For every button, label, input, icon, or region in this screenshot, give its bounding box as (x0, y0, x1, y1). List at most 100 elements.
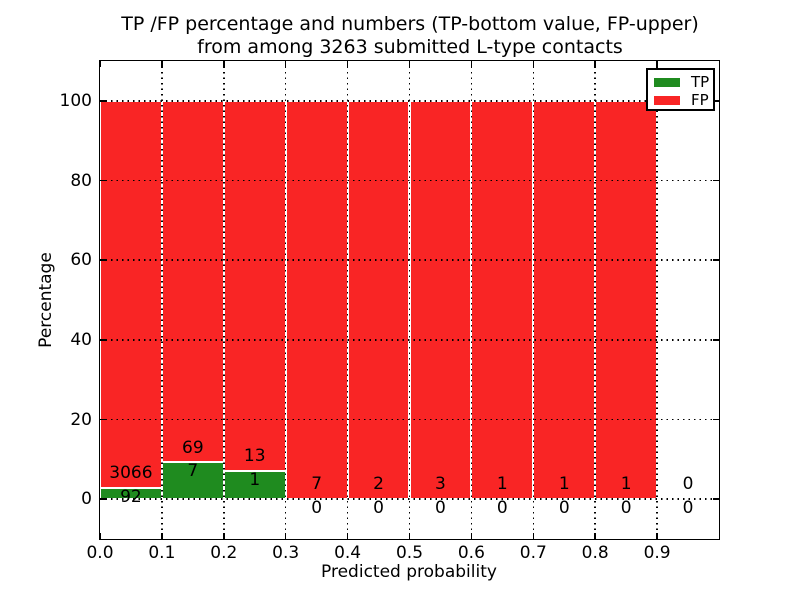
x-tick-mark (656, 533, 658, 539)
y-tick-label: 20 (70, 409, 92, 430)
y-tick-mark-right (713, 259, 719, 261)
bar-tp-count-label: 0 (311, 498, 323, 519)
x-tick-mark (284, 533, 287, 539)
x-tick-mark-top (346, 61, 349, 67)
bar-tp-count-label: 0 (558, 498, 570, 519)
x-axis-label: Predicted probability (321, 562, 497, 582)
chart-title-line2: from among 3263 submitted L-type contact… (197, 36, 623, 58)
gridline-vertical (656, 61, 658, 539)
bar-tp-count-label: 92 (120, 486, 142, 507)
y-tick-mark (100, 339, 106, 341)
bar-fp-segment (223, 100, 286, 471)
x-tick-mark (346, 533, 349, 539)
bar-fp-count-label: 0 (682, 474, 694, 495)
x-tick-label: 0.3 (272, 543, 300, 563)
bar-tp-count-label: 0 (496, 498, 508, 519)
y-tick-mark-right (713, 339, 719, 341)
y-tick-label: 100 (59, 90, 92, 111)
bar-fp-segment (161, 100, 224, 463)
x-tick-mark-top (656, 61, 658, 67)
gridline-vertical (470, 61, 473, 539)
bar-fp-count-label: 1 (496, 474, 508, 495)
x-tick-mark (594, 533, 596, 539)
bar-fp-segment (100, 100, 162, 488)
y-tick-mark (100, 259, 106, 261)
bar-fp-segment (533, 100, 596, 500)
x-tick-mark-top (408, 61, 411, 67)
x-tick-mark-top (161, 61, 163, 67)
x-tick-mark (408, 533, 411, 539)
x-tick-mark-top (223, 61, 225, 67)
bar-fp-segment (347, 100, 410, 500)
x-tick-mark-top (532, 61, 535, 67)
x-tick-label: 0.1 (148, 543, 176, 563)
gridline-vertical (532, 61, 535, 539)
gridline-vertical (408, 61, 411, 539)
x-tick-label: 0.9 (643, 543, 671, 563)
gridline-vertical (346, 61, 349, 539)
tp-color-swatch (654, 78, 680, 87)
y-tick-mark (100, 498, 106, 500)
bar-fp-count-label: 7 (311, 474, 323, 495)
y-tick-mark-right (713, 100, 719, 102)
bar-tp-count-label: 0 (373, 498, 384, 519)
x-tick-mark-top (284, 61, 287, 67)
gridline-vertical (594, 61, 596, 539)
bar-fp-count-label: 13 (243, 445, 266, 466)
bar-fp-count-label: 69 (182, 437, 204, 458)
legend-label-fp: FP (691, 91, 709, 109)
bar-fp-count-label: 2 (373, 474, 384, 495)
y-tick-mark-right (713, 418, 719, 421)
fp-color-swatch (654, 96, 680, 105)
bar-fp-segment (285, 100, 348, 500)
x-tick-mark (99, 533, 101, 539)
x-tick-label: 0.5 (395, 543, 424, 563)
bar-tp-count-label: 1 (249, 469, 261, 490)
x-tick-label: 0.4 (334, 543, 362, 563)
y-axis-label: Percentage (36, 252, 56, 348)
bar-fp-count-label: 3 (435, 474, 446, 495)
bar-fp-segment (409, 100, 472, 500)
x-tick-label: 0.0 (86, 543, 114, 563)
x-tick-label: 0.6 (457, 543, 485, 563)
bar-tp-count-label: 0 (682, 498, 694, 519)
legend-label-tp: TP (691, 73, 710, 91)
bar-fp-segment (595, 100, 658, 500)
x-tick-mark (161, 533, 163, 539)
gridline-vertical (284, 61, 287, 539)
y-tick-mark (100, 100, 106, 102)
gridline-vertical (223, 61, 225, 539)
x-tick-mark-top (470, 61, 473, 67)
x-tick-mark (223, 533, 225, 539)
bar-fp-count-label: 3066 (109, 462, 153, 483)
x-tick-mark (532, 533, 535, 539)
y-tick-label: 0 (81, 489, 92, 510)
x-tick-mark (470, 533, 473, 539)
x-tick-label: 0.8 (581, 543, 609, 563)
bar-tp-count-label: 0 (620, 498, 632, 519)
bar-tp-count-label: 0 (435, 498, 446, 519)
y-tick-mark (100, 418, 106, 421)
y-tick-label: 60 (70, 250, 92, 271)
y-tick-mark-right (713, 498, 719, 500)
legend-entry-tp: TP (648, 74, 713, 91)
chart-title: TP /FP percentage and numbers (TP-bottom… (10, 13, 800, 59)
legend: TP FP (646, 68, 715, 111)
bar-fp-count-label: 1 (558, 474, 570, 495)
y-tick-label: 80 (70, 170, 92, 191)
x-tick-mark-top (99, 61, 101, 67)
bar-fp-segment (471, 100, 534, 500)
x-tick-label: 0.2 (210, 543, 238, 563)
bar-fp-count-label: 1 (620, 474, 632, 495)
y-tick-mark-right (713, 179, 719, 182)
x-tick-mark-top (594, 61, 596, 67)
gridline-vertical (161, 61, 163, 539)
chart-title-line1: TP /FP percentage and numbers (TP-bottom… (121, 13, 699, 35)
legend-entry-fp: FP (648, 92, 713, 109)
y-tick-mark (100, 179, 106, 182)
bar-tp-count-label: 7 (187, 461, 199, 482)
y-tick-label: 40 (70, 329, 92, 350)
x-tick-label: 0.7 (519, 543, 547, 563)
